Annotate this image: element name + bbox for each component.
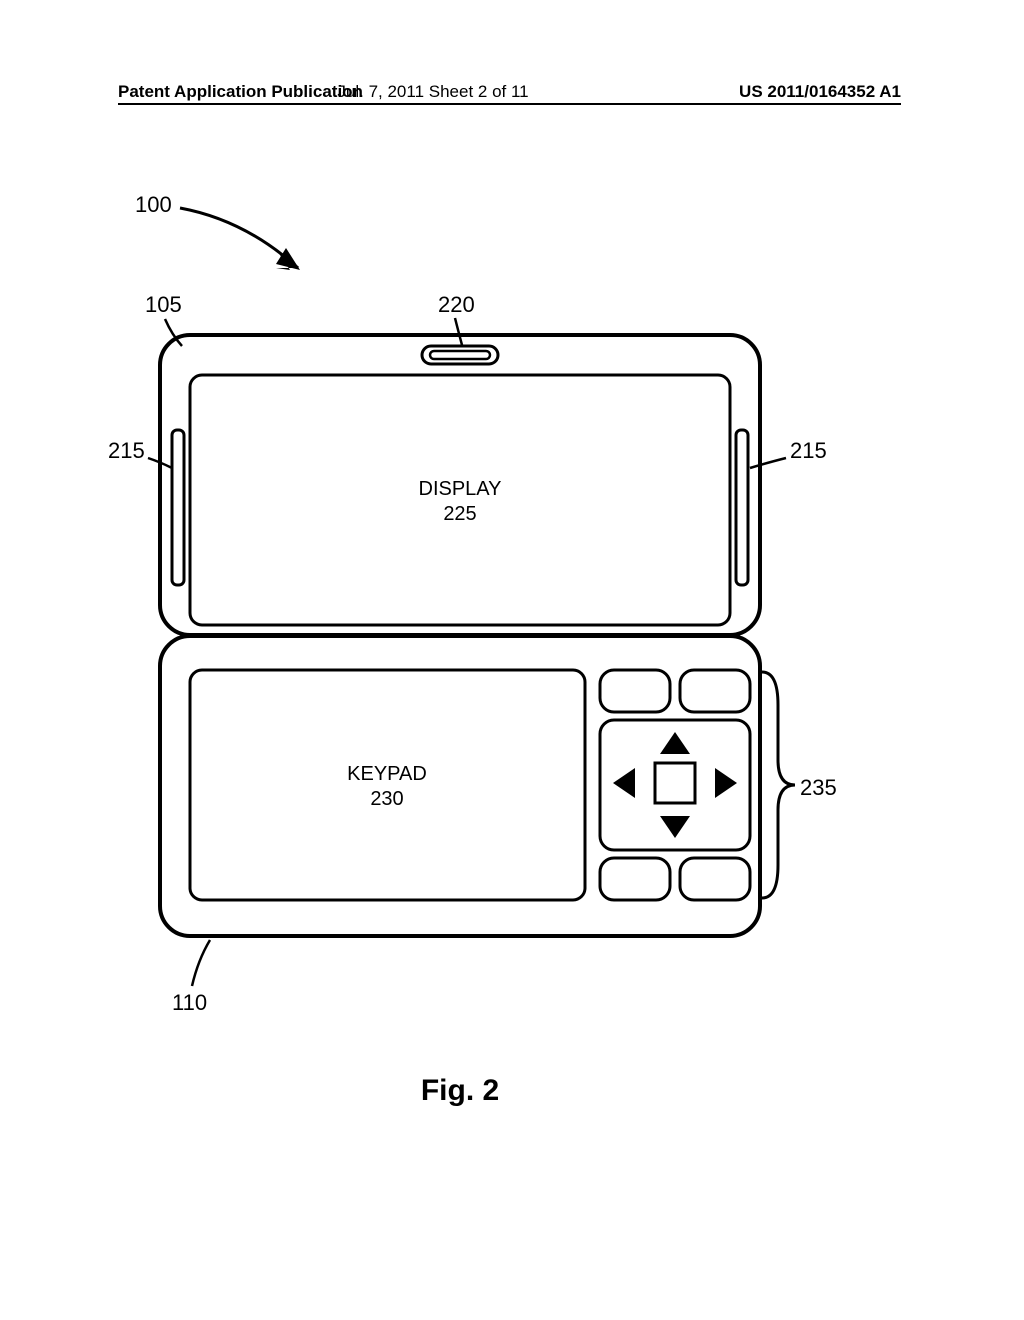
hinge-left bbox=[172, 430, 184, 585]
header-left: Patent Application Publication bbox=[118, 82, 363, 102]
nav-btn-top-left bbox=[600, 670, 670, 712]
nav-btn-bottom-left bbox=[600, 858, 670, 900]
brace-235 bbox=[762, 672, 795, 898]
nav-btn-top-right bbox=[680, 670, 750, 712]
display-num: 225 bbox=[443, 503, 476, 525]
label-235: 235 bbox=[800, 775, 837, 800]
keypad-title: KEYPAD bbox=[347, 763, 427, 785]
label-220: 220 bbox=[438, 292, 475, 317]
dpad-center bbox=[655, 763, 695, 803]
keypad-rect bbox=[190, 670, 585, 900]
hinge-right bbox=[736, 430, 748, 585]
speaker-slot-inner bbox=[430, 351, 490, 359]
label-105: 105 bbox=[145, 292, 182, 317]
nav-btn-bottom-right bbox=[680, 858, 750, 900]
label-100: 100 bbox=[135, 192, 172, 217]
label-215-right: 215 bbox=[790, 438, 827, 463]
figure-caption: Fig. 2 bbox=[421, 1074, 499, 1107]
header-underline bbox=[118, 103, 901, 105]
label-215-left: 215 bbox=[108, 438, 145, 463]
header-right: US 2011/0164352 A1 bbox=[739, 82, 901, 102]
leader-110 bbox=[192, 940, 210, 986]
display-rect bbox=[190, 375, 730, 625]
keypad-num: 230 bbox=[370, 788, 403, 810]
label-110: 110 bbox=[172, 990, 207, 1015]
header-center: Jul. 7, 2011 Sheet 2 of 11 bbox=[337, 82, 528, 102]
display-title: DISPLAY bbox=[419, 478, 502, 500]
patent-header: Patent Application Publication Jul. 7, 2… bbox=[118, 82, 901, 102]
figure-diagram: DISPLAY 225 KEYPAD 230 100 105 220 215 2… bbox=[0, 140, 1024, 1240]
